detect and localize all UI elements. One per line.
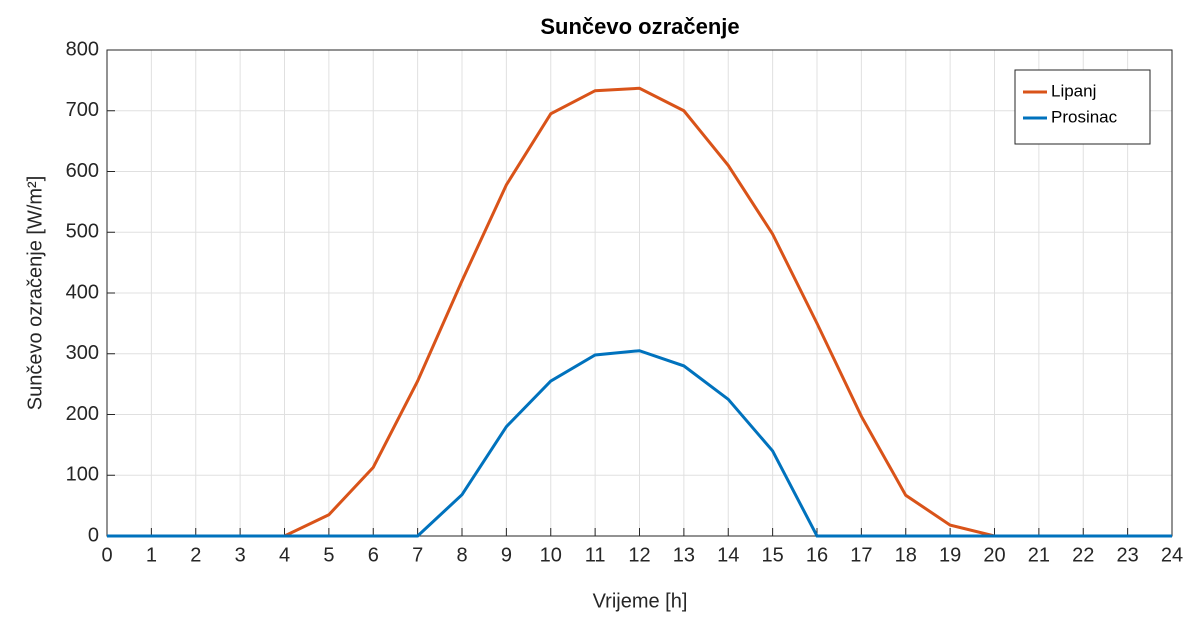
legend-label: Lipanj [1051,81,1096,100]
y-tick-label: 0 [88,524,99,546]
x-tick-label: 3 [235,544,246,566]
x-tick-label: 6 [368,544,379,566]
y-tick-label: 200 [66,403,99,425]
x-tick-label: 22 [1072,544,1094,566]
x-tick-label: 7 [412,544,423,566]
y-tick-label: 800 [66,38,99,60]
x-tick-label: 19 [939,544,961,566]
x-tick-label: 10 [540,544,562,566]
x-tick-label: 17 [850,544,872,566]
x-tick-label: 21 [1028,544,1050,566]
chart-title: Sunčevo ozračenje [540,14,739,39]
y-tick-label: 300 [66,342,99,364]
legend: Lipanj Prosinac [1014,69,1151,145]
y-tick-label: 400 [66,281,99,303]
x-tick-label: 9 [501,544,512,566]
y-tick-label: 100 [66,464,99,486]
x-tick-label: 15 [762,544,784,566]
legend-box [1014,69,1151,145]
x-tick-label: 11 [585,544,606,566]
x-tick-label: 20 [983,544,1005,566]
y-tick-label: 700 [66,99,99,121]
x-tick-label: 2 [190,544,201,566]
y-axis-label: Sunčevo ozračenje [W/m²] [24,176,46,411]
x-tick-label: 5 [323,544,334,566]
x-tick-label: 24 [1161,544,1183,566]
y-tick-label: 600 [66,160,99,182]
line-series [107,349,1172,538]
y-tick-label: 500 [66,221,99,243]
x-tick-label: 14 [717,544,739,566]
x-tick-label: 4 [279,544,290,566]
legend-label: Prosinac [1051,107,1118,126]
x-tick-label: 13 [673,544,695,566]
x-tick-label: 1 [146,544,157,566]
x-axis-label: Vrijeme [h] [593,590,688,612]
x-tick-label: 23 [1117,544,1139,566]
plot-frame [106,49,1173,537]
x-tick-label: 8 [456,544,467,566]
x-tick-label: 0 [101,544,112,566]
x-tick-label: 16 [806,544,828,566]
x-tick-label: 18 [895,544,917,566]
x-tick-label: 12 [628,544,650,566]
